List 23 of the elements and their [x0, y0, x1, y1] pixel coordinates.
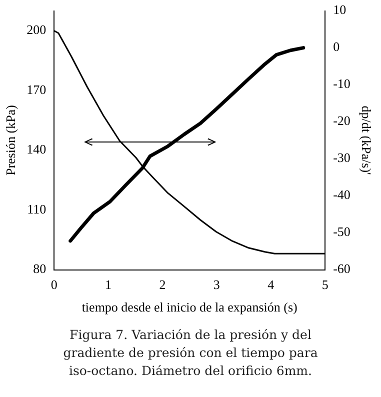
x-tick-label: 5 — [322, 277, 328, 292]
y2-axis-title: dp/dt (kPa/s)' — [358, 106, 374, 175]
y-tick-label: 80 — [33, 261, 46, 276]
y-tick-label: 170 — [26, 82, 46, 97]
x-tick-label: 3 — [213, 277, 220, 292]
x-tick-label: 1 — [105, 277, 112, 292]
x-tick-label: 4 — [268, 277, 275, 292]
y2-tick-label: -20 — [333, 113, 350, 128]
x-axis-title: tiempo desde el inicio de la expansión (s) — [82, 300, 298, 315]
y2-tick-label: -40 — [333, 187, 350, 202]
y-tick-label: 200 — [26, 22, 46, 38]
y2-tick-label: -60 — [333, 261, 350, 276]
y-tick-label: 110 — [27, 201, 46, 216]
x-tick-label: 0 — [50, 277, 58, 292]
y2-tick-label: -30 — [333, 150, 350, 166]
x-tick-label: 2 — [159, 277, 166, 292]
y2-tick-label: -10 — [333, 76, 350, 92]
y-tick-label: 140 — [26, 142, 46, 157]
y2-tick-label: 10 — [333, 2, 346, 18]
y2-tick-label: 0 — [333, 39, 340, 54]
y-axis-title: Presión (kPa) — [3, 105, 18, 176]
y2-tick-label: -50 — [333, 224, 350, 240]
text: Figura 7. Variación de la presión y del gradiente de presión con el tiempo para iso-octano. Diámetro del orificio 6mm. — [62, 326, 319, 380]
